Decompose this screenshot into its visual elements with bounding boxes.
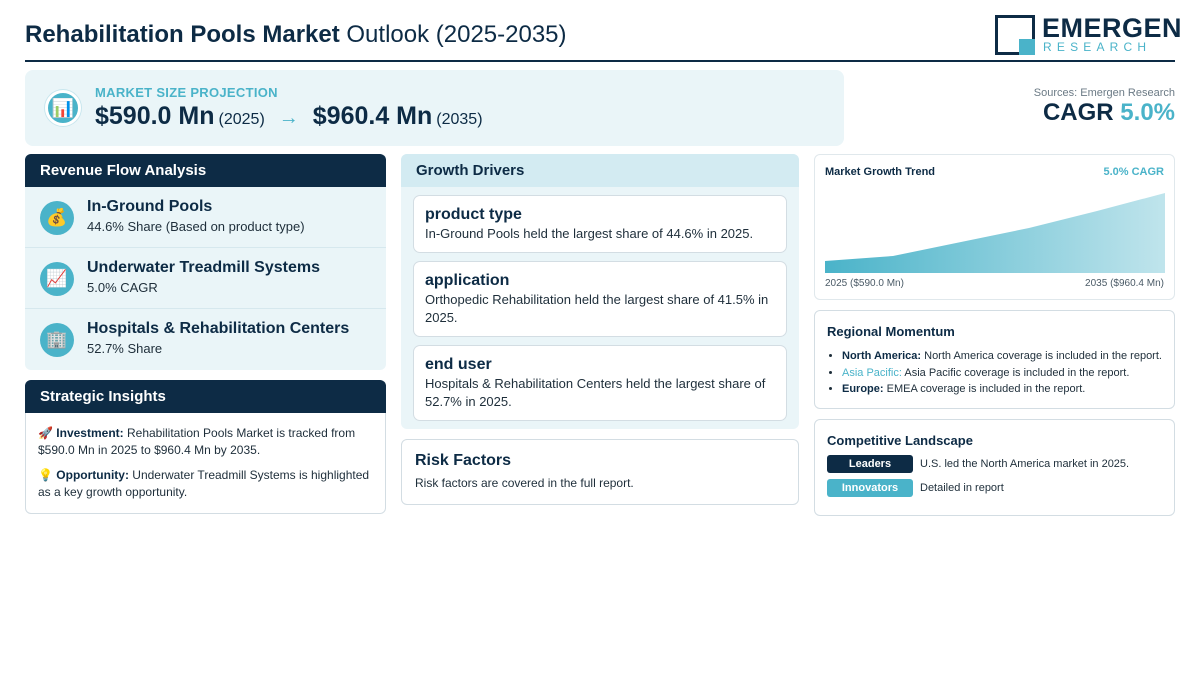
competitive-row: Innovators Detailed in report xyxy=(827,479,1004,497)
trend-cagr: 5.0% CAGR xyxy=(1103,166,1164,178)
projection-label: MARKET SIZE PROJECTION xyxy=(95,85,278,100)
building-icon: 🏢 xyxy=(40,323,74,357)
logo-mark-icon xyxy=(995,15,1035,55)
cagr-summary: Sources: Emergen Research CAGR 5.0% xyxy=(1034,87,1175,127)
region-name: Europe: xyxy=(842,383,884,395)
cagr-headline: CAGR 5.0% xyxy=(1034,99,1175,127)
revenue-item-title: In-Ground Pools xyxy=(87,198,213,215)
competitive-row: Leaders U.S. led the North America market… xyxy=(827,455,1129,473)
growth-drivers-panel: Growth Drivers product type In-Ground Po… xyxy=(401,154,799,429)
page-title-rest: Outlook (2025-2035) xyxy=(339,21,567,48)
region-item: Asia Pacific: Asia Pacific coverage is i… xyxy=(842,365,1172,382)
market-size-projection: 📊 MARKET SIZE PROJECTION $590.0 Mn (2025)… xyxy=(25,70,844,146)
driver-card: end user Hospitals & Rehabilitation Cent… xyxy=(413,345,787,421)
driver-card: product type In-Ground Pools held the la… xyxy=(413,195,787,253)
lightbulb-icon: 💡 xyxy=(38,468,53,482)
money-bag-icon: 💰 xyxy=(40,201,74,235)
trend-area xyxy=(825,193,1165,273)
trend-up-icon: 📈 xyxy=(40,262,74,296)
insight-label: Opportunity: xyxy=(56,468,129,482)
page-header: Rehabilitation Pools Market Outlook (202… xyxy=(25,12,1182,62)
driver-text: In-Ground Pools held the largest share o… xyxy=(425,226,754,241)
revenue-item: 📈 Underwater Treadmill Systems 5.0% CAGR xyxy=(25,248,386,309)
strategic-insights-title: Strategic Insights xyxy=(25,380,386,413)
cagr-value: 5.0% xyxy=(1120,99,1175,126)
start-year: (2025) xyxy=(218,111,265,128)
driver-title: end user xyxy=(425,356,492,373)
end-year: (2035) xyxy=(436,111,483,128)
cagr-label: CAGR xyxy=(1042,99,1114,126)
revenue-flow-panel: Revenue Flow Analysis 💰 In-Ground Pools … xyxy=(25,154,386,370)
insight-label: Investment: xyxy=(56,426,124,440)
innovators-badge: Innovators xyxy=(827,479,913,497)
risk-factors-title: Risk Factors xyxy=(415,452,512,469)
rocket-icon: 🚀 xyxy=(38,426,53,440)
trend-area-chart xyxy=(825,193,1165,273)
revenue-item: 🏢 Hospitals & Rehabilitation Centers 52.… xyxy=(25,309,386,370)
projection-values: $590.0 Mn (2025) → $960.4 Mn (2035) xyxy=(95,101,483,135)
revenue-item-title: Underwater Treadmill Systems xyxy=(87,259,320,276)
market-growth-trend-panel: Market Growth Trend 5.0% CAGR 2025 ($590… xyxy=(814,154,1175,300)
driver-card: application Orthopedic Rehabilitation he… xyxy=(413,261,787,337)
arrow-right-icon: → xyxy=(278,107,299,129)
revenue-item-subtitle: 52.7% Share xyxy=(87,341,163,356)
competitive-text: Detailed in report xyxy=(920,482,1004,494)
driver-text: Orthopedic Rehabilitation held the large… xyxy=(425,292,769,325)
logo-subtitle: RESEARCH xyxy=(1043,40,1152,54)
insight-opportunity: 💡 Opportunity: Underwater Treadmill Syst… xyxy=(38,467,373,500)
driver-text: Hospitals & Rehabilitation Centers held … xyxy=(425,376,766,409)
region-list: North America: North America coverage is… xyxy=(842,348,1172,398)
page-title-bold: Rehabilitation Pools Market xyxy=(25,21,340,48)
risk-factors-panel: Risk Factors Risk factors are covered in… xyxy=(401,439,799,505)
trend-title: Market Growth Trend xyxy=(825,166,936,178)
insight-investment: 🚀 Investment: Rehabilitation Pools Marke… xyxy=(38,425,373,458)
revenue-flow-title: Revenue Flow Analysis xyxy=(25,154,386,187)
trend-start-label: 2025 ($590.0 Mn) xyxy=(825,278,904,289)
regional-momentum-panel: Regional Momentum North America: North A… xyxy=(814,310,1175,409)
end-value: $960.4 Mn xyxy=(312,102,433,130)
region-text: North America coverage is included in th… xyxy=(921,350,1162,362)
emergen-logo[interactable]: EMERGEN RESEARCH xyxy=(995,14,1182,56)
revenue-item-subtitle: 44.6% Share (Based on product type) xyxy=(87,219,305,234)
revenue-item: 💰 In-Ground Pools 44.6% Share (Based on … xyxy=(25,187,386,248)
risk-factors-text: Risk factors are covered in the full rep… xyxy=(415,476,634,490)
insight-text: Underwater Treadmill Systems is highligh… xyxy=(38,468,370,499)
revenue-item-title: Hospitals & Rehabilitation Centers xyxy=(87,320,350,337)
region-name: Asia Pacific: xyxy=(842,366,902,379)
revenue-item-subtitle: 5.0% CAGR xyxy=(87,280,158,295)
competitive-landscape-title: Competitive Landscape xyxy=(827,433,973,448)
insight-text: Rehabilitation Pools Market is tracked f… xyxy=(38,426,356,457)
region-text: Asia Pacific coverage is included in the… xyxy=(901,366,1130,379)
region-name: North America: xyxy=(842,350,922,362)
sources-text: Sources: Emergen Research xyxy=(1033,87,1175,99)
region-item: North America: North America coverage is… xyxy=(842,348,1172,365)
region-text: EMEA coverage is included in the report. xyxy=(883,383,1086,395)
page-title: Rehabilitation Pools Market Outlook (202… xyxy=(25,20,567,50)
driver-title: application xyxy=(425,272,510,289)
logo-name: EMERGEN xyxy=(1042,13,1183,43)
driver-title: product type xyxy=(425,206,522,223)
start-value: $590.0 Mn xyxy=(95,102,215,130)
strategic-insights-panel: Strategic Insights 🚀 Investment: Rehabil… xyxy=(25,380,386,514)
leaders-badge: Leaders xyxy=(827,455,913,473)
competitive-text: U.S. led the North America market in 202… xyxy=(920,458,1130,470)
growth-drivers-title: Growth Drivers xyxy=(401,154,799,187)
bar-chart-icon: 📊 xyxy=(45,90,81,126)
competitive-landscape-panel: Competitive Landscape Leaders U.S. led th… xyxy=(814,419,1175,516)
trend-end-label: 2035 ($960.4 Mn) xyxy=(1085,278,1164,289)
region-item: Europe: EMEA coverage is included in the… xyxy=(842,381,1172,398)
regional-momentum-title: Regional Momentum xyxy=(827,324,955,339)
